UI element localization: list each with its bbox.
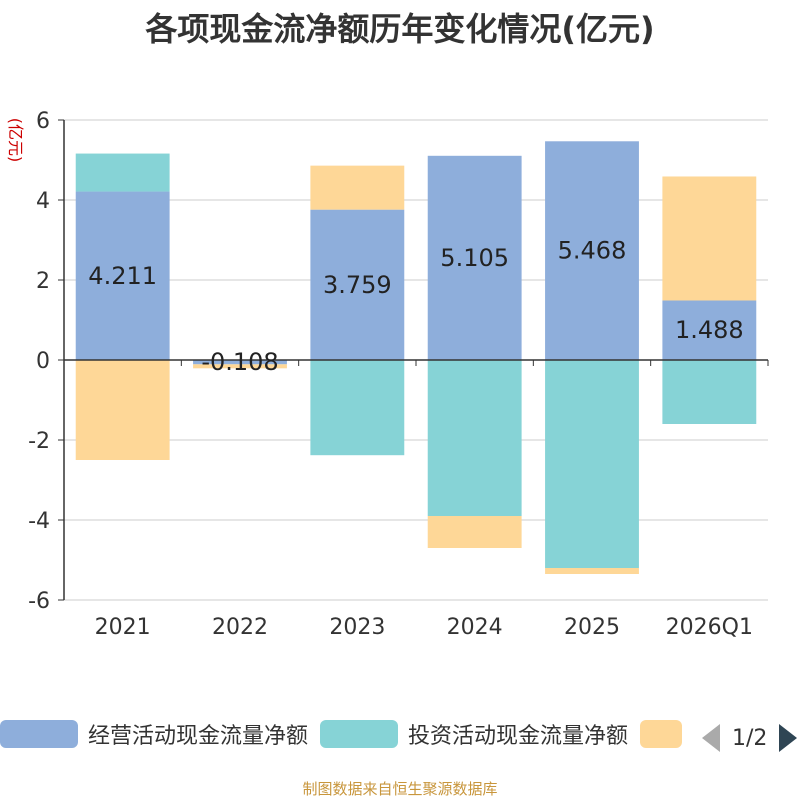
data-label-operating: 5.105 [440,244,509,272]
data-label-operating: -0.108 [201,348,278,376]
x-tick-label: 2024 [447,615,503,640]
legend-swatch-financing [640,720,682,748]
y-tick-label: -6 [28,589,50,614]
y-tick-label: 0 [36,349,50,374]
data-label-operating: 3.759 [323,271,392,299]
chevron-right-icon[interactable] [779,724,798,752]
bar-financing-2025 [545,568,639,574]
bar-operating-2026Q1 [662,300,757,360]
legend-swatch-investing [320,720,398,748]
bar-financing-2024 [427,516,522,548]
data-label-operating: 5.468 [558,237,627,265]
bars [75,141,757,574]
legend-item-financing[interactable] [640,716,682,752]
bar-financing-2022 [193,364,287,369]
bar-investing-2021 [75,153,170,192]
bar-investing-2025 [545,360,639,568]
y-tick-label: 6 [36,109,50,134]
y-tick-label: -4 [28,509,50,534]
y-axis-label: (亿元) [6,118,25,163]
x-tick-label: 2023 [329,615,385,640]
x-tick-label: 2025 [564,615,620,640]
y-tick-label: -2 [28,429,50,454]
bar-operating-2021 [75,191,170,360]
legend-label-operating: 经营活动现金流量净额 [88,724,309,749]
legend-item-investing[interactable]: 投资活动现金流量净额 [320,716,628,752]
x-tick-label: 2022 [212,615,268,640]
legend-label-investing: 投资活动现金流量净额 [408,724,629,749]
x-tick-label: 2021 [95,615,151,640]
bar-investing-2023 [310,360,405,456]
bar-investing-2026Q1 [662,360,757,424]
data-label-operating: 4.211 [88,262,157,290]
legend-page-indicator: 1/2 [732,725,768,751]
chevron-left-icon[interactable] [702,724,720,752]
bar-operating-2025 [545,141,639,360]
bar-operating-2022 [193,360,287,365]
bar-financing-2023 [310,165,405,210]
bar-operating-2023 [310,209,405,360]
data-labels: 4.211 -0.108 3.759 5.105 5.468 1.488 [88,237,743,377]
axes: 6 4 2 0 -2 -4 -6 (亿元) 2021 2022 2023 2024 2025 2026Q1 [6,109,769,640]
bar-investing-2024 [427,360,522,516]
y-tick-label: 4 [36,189,50,214]
source-note: 制图数据来自恒生聚源数据库 [302,780,498,798]
legend-item-operating[interactable]: 经营活动现金流量净额 [0,716,308,752]
bar-financing-2026Q1 [662,176,757,301]
data-label-operating: 1.488 [675,316,744,344]
bar-operating-2024 [427,155,522,360]
legend-swatch-operating [0,720,78,748]
legend: 经营活动现金流量净额 投资活动现金流量净额 1/2 [0,716,800,756]
bar-financing-2021 [75,360,170,460]
legend-pager: 1/2 [702,720,798,756]
x-tick-label: 2026Q1 [666,615,753,640]
y-tick-label: 2 [36,269,50,294]
chart-title: 各项现金流净额历年变化情况(亿元) [145,10,655,48]
